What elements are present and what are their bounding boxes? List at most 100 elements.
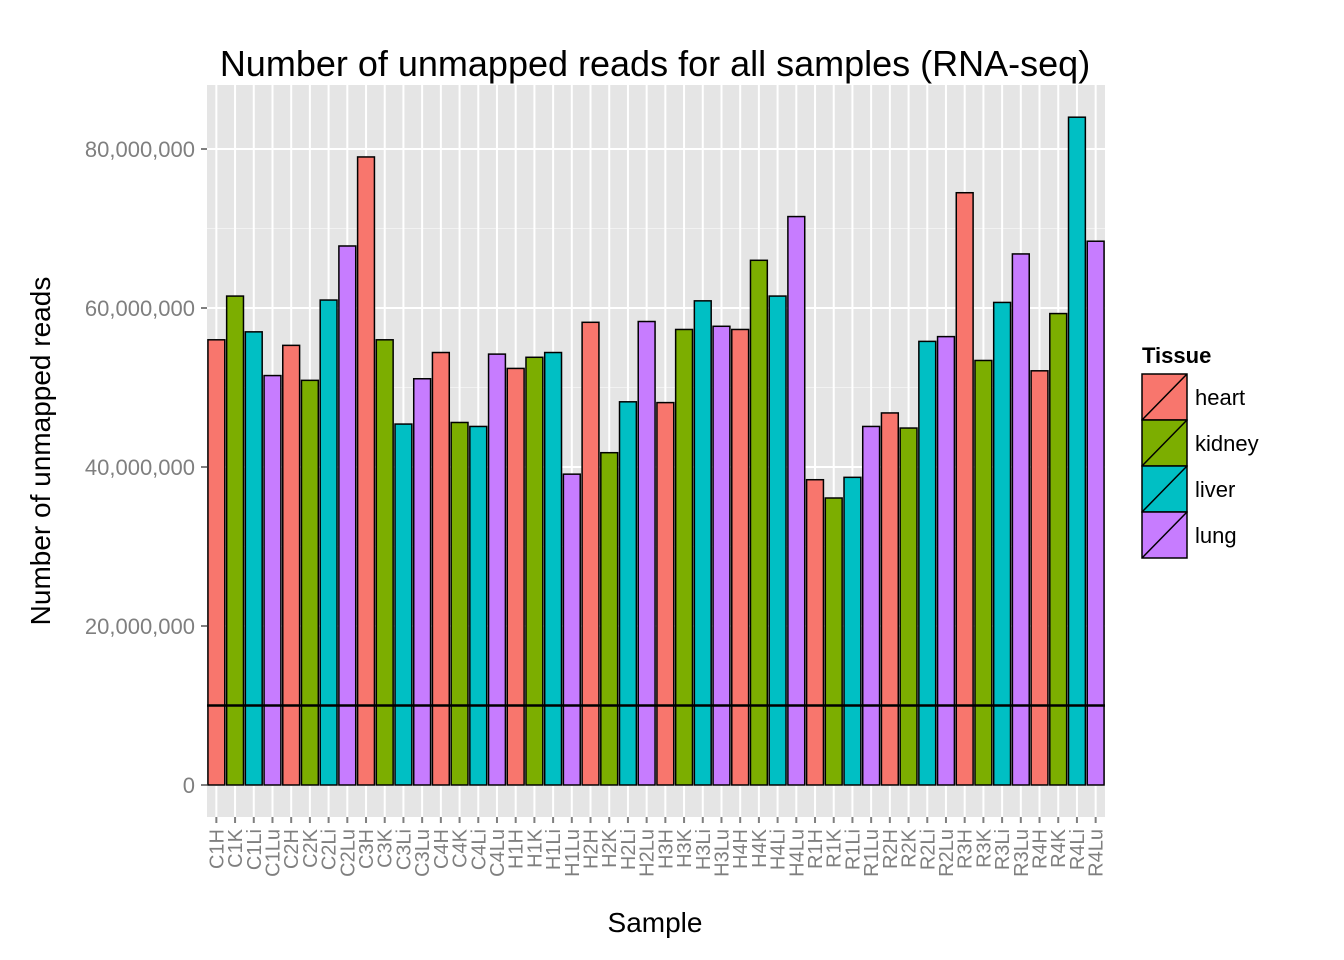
x-tick-label: H2Li: [618, 829, 640, 870]
x-tick-label: R2K: [899, 828, 921, 868]
x-tick-label: R1Li: [842, 829, 864, 870]
bar-H3H: [656, 401, 675, 786]
bar-R2H: [880, 412, 900, 786]
legend-key-slash: [1141, 511, 1188, 559]
bar-C2Li: [319, 299, 338, 786]
bar-H4K: [749, 259, 769, 786]
x-tick-label: C3Li: [393, 829, 415, 870]
x-tick-label: R3Lu: [1011, 829, 1033, 877]
x-tick-label: C1Lu: [262, 829, 284, 877]
x-tick-label: H1H: [506, 829, 528, 869]
legend-key-slash: [1141, 373, 1188, 421]
x-tick-label: H3Lu: [711, 829, 733, 877]
x-tick-label: C2Li: [319, 829, 341, 870]
plot-panel: [207, 85, 1105, 817]
bar-C2Lu: [338, 245, 357, 786]
bar-R1K: [824, 497, 843, 786]
x-tick-label: C3Lu: [412, 829, 434, 877]
legend-title: Tissue: [1142, 343, 1211, 368]
x-tick-label: R2Lu: [936, 829, 958, 877]
x-tick-label: H3K: [674, 828, 696, 868]
x-tick-label: C3K: [375, 828, 397, 868]
x-tick-label: H2Lu: [637, 829, 659, 877]
bar-C3Lu: [412, 378, 432, 786]
legend: Tissue heart kidney liver lung: [1141, 343, 1259, 559]
bar-R4K: [1049, 312, 1068, 786]
legend-label-kidney: kidney: [1195, 431, 1259, 456]
bar-C2H: [282, 344, 301, 786]
bar-C1K: [225, 295, 245, 786]
bar-C2K: [300, 379, 320, 786]
bar-R1Li: [843, 476, 862, 786]
x-tick-label: R1H: [805, 829, 827, 869]
bar-R4H: [1030, 370, 1049, 786]
bar-R4Lu: [1086, 240, 1105, 786]
x-tick-label: R3K: [973, 828, 995, 868]
bar-R3K: [974, 359, 993, 786]
bar-H4H: [731, 328, 750, 786]
bar-R2K: [899, 427, 918, 786]
bar-H1K: [525, 356, 544, 786]
x-tick-label: C4Li: [468, 829, 490, 870]
x-tick-label: H4Lu: [786, 829, 808, 877]
y-tick-label: 60,000,000: [85, 296, 195, 321]
x-tick-label: C4Lu: [487, 829, 509, 877]
x-tick-label: R4K: [1048, 828, 1070, 868]
bar-C3K: [375, 339, 394, 786]
x-tick-label: R2Li: [917, 829, 939, 870]
x-tick-label: H4H: [730, 829, 752, 869]
x-tick-label: R2H: [880, 829, 902, 869]
legend-label-heart: heart: [1195, 385, 1245, 410]
x-axis-title: Sample: [608, 907, 703, 938]
bar-R4Li: [1067, 116, 1087, 786]
x-tick-label: C1Li: [244, 829, 266, 870]
bar-H2Li: [618, 401, 638, 786]
bar-H1H: [506, 367, 525, 786]
bar-H2Lu: [637, 320, 656, 786]
bar-R3Lu: [1011, 253, 1030, 786]
x-tick-label: R3Li: [992, 829, 1014, 870]
bar-R3Li: [992, 301, 1012, 786]
x-tick-label: H4Li: [768, 829, 790, 870]
x-tick-label: H2K: [599, 828, 621, 868]
x-tick-label: R1Lu: [861, 829, 883, 877]
bar-H3Lu: [712, 325, 731, 786]
x-tick-label: R3H: [955, 829, 977, 869]
bar-H2H: [581, 321, 600, 786]
legend-label-liver: liver: [1195, 477, 1235, 502]
x-axis: C1HC1KC1LiC1LuC2HC2KC2LiC2LuC3HC3KC3LiC3…: [206, 817, 1108, 877]
x-tick-label: H4K: [749, 828, 771, 868]
x-tick-label: C1H: [206, 829, 228, 869]
y-tick-label: 0: [183, 773, 195, 798]
x-tick-label: H1K: [524, 828, 546, 868]
bar-C1Lu: [263, 374, 282, 786]
y-tick-label: 20,000,000: [85, 614, 195, 639]
chart-title: Number of unmapped reads for all samples…: [220, 43, 1090, 84]
y-axis-title: Number of unmapped reads: [25, 277, 56, 626]
bar-C1Li: [244, 331, 263, 786]
x-tick-label: H1Lu: [562, 829, 584, 877]
bar-H2K: [600, 451, 619, 786]
x-tick-label: H3Li: [693, 829, 715, 870]
bar-R2Lu: [936, 335, 956, 786]
bar-C4K: [450, 421, 469, 786]
x-tick-label: C4H: [431, 829, 453, 869]
bar-H3K: [674, 328, 694, 786]
bar-H1Lu: [562, 473, 581, 786]
legend-key-slash: [1141, 419, 1188, 467]
x-tick-label: H2H: [581, 829, 603, 869]
bar-C4H: [431, 351, 451, 786]
bar-C1H: [207, 339, 226, 786]
bar-C3Li: [394, 423, 413, 786]
bar-H4Lu: [787, 215, 806, 786]
bar-R1H: [805, 478, 825, 786]
legend-label-lung: lung: [1195, 523, 1237, 548]
x-tick-label: C2H: [281, 829, 303, 869]
y-tick-label: 40,000,000: [85, 455, 195, 480]
bar-R1Lu: [861, 425, 881, 786]
x-tick-label: R4Lu: [1086, 829, 1108, 877]
y-tick-label: 80,000,000: [85, 137, 195, 162]
x-tick-label: R4H: [1030, 829, 1052, 869]
legend-key-slash: [1141, 465, 1188, 513]
